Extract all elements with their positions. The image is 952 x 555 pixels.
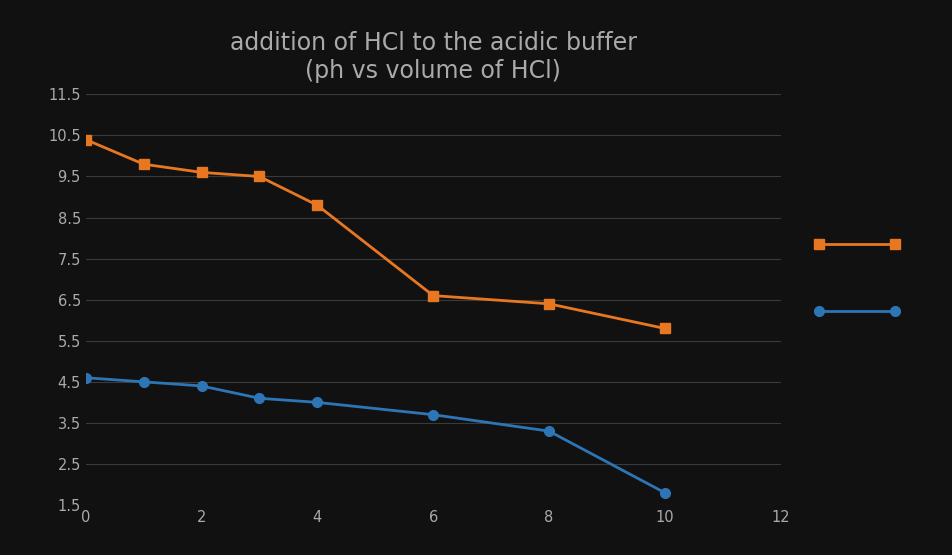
- Title: addition of HCl to the acidic buffer
(ph vs volume of HCl): addition of HCl to the acidic buffer (ph…: [229, 31, 637, 83]
